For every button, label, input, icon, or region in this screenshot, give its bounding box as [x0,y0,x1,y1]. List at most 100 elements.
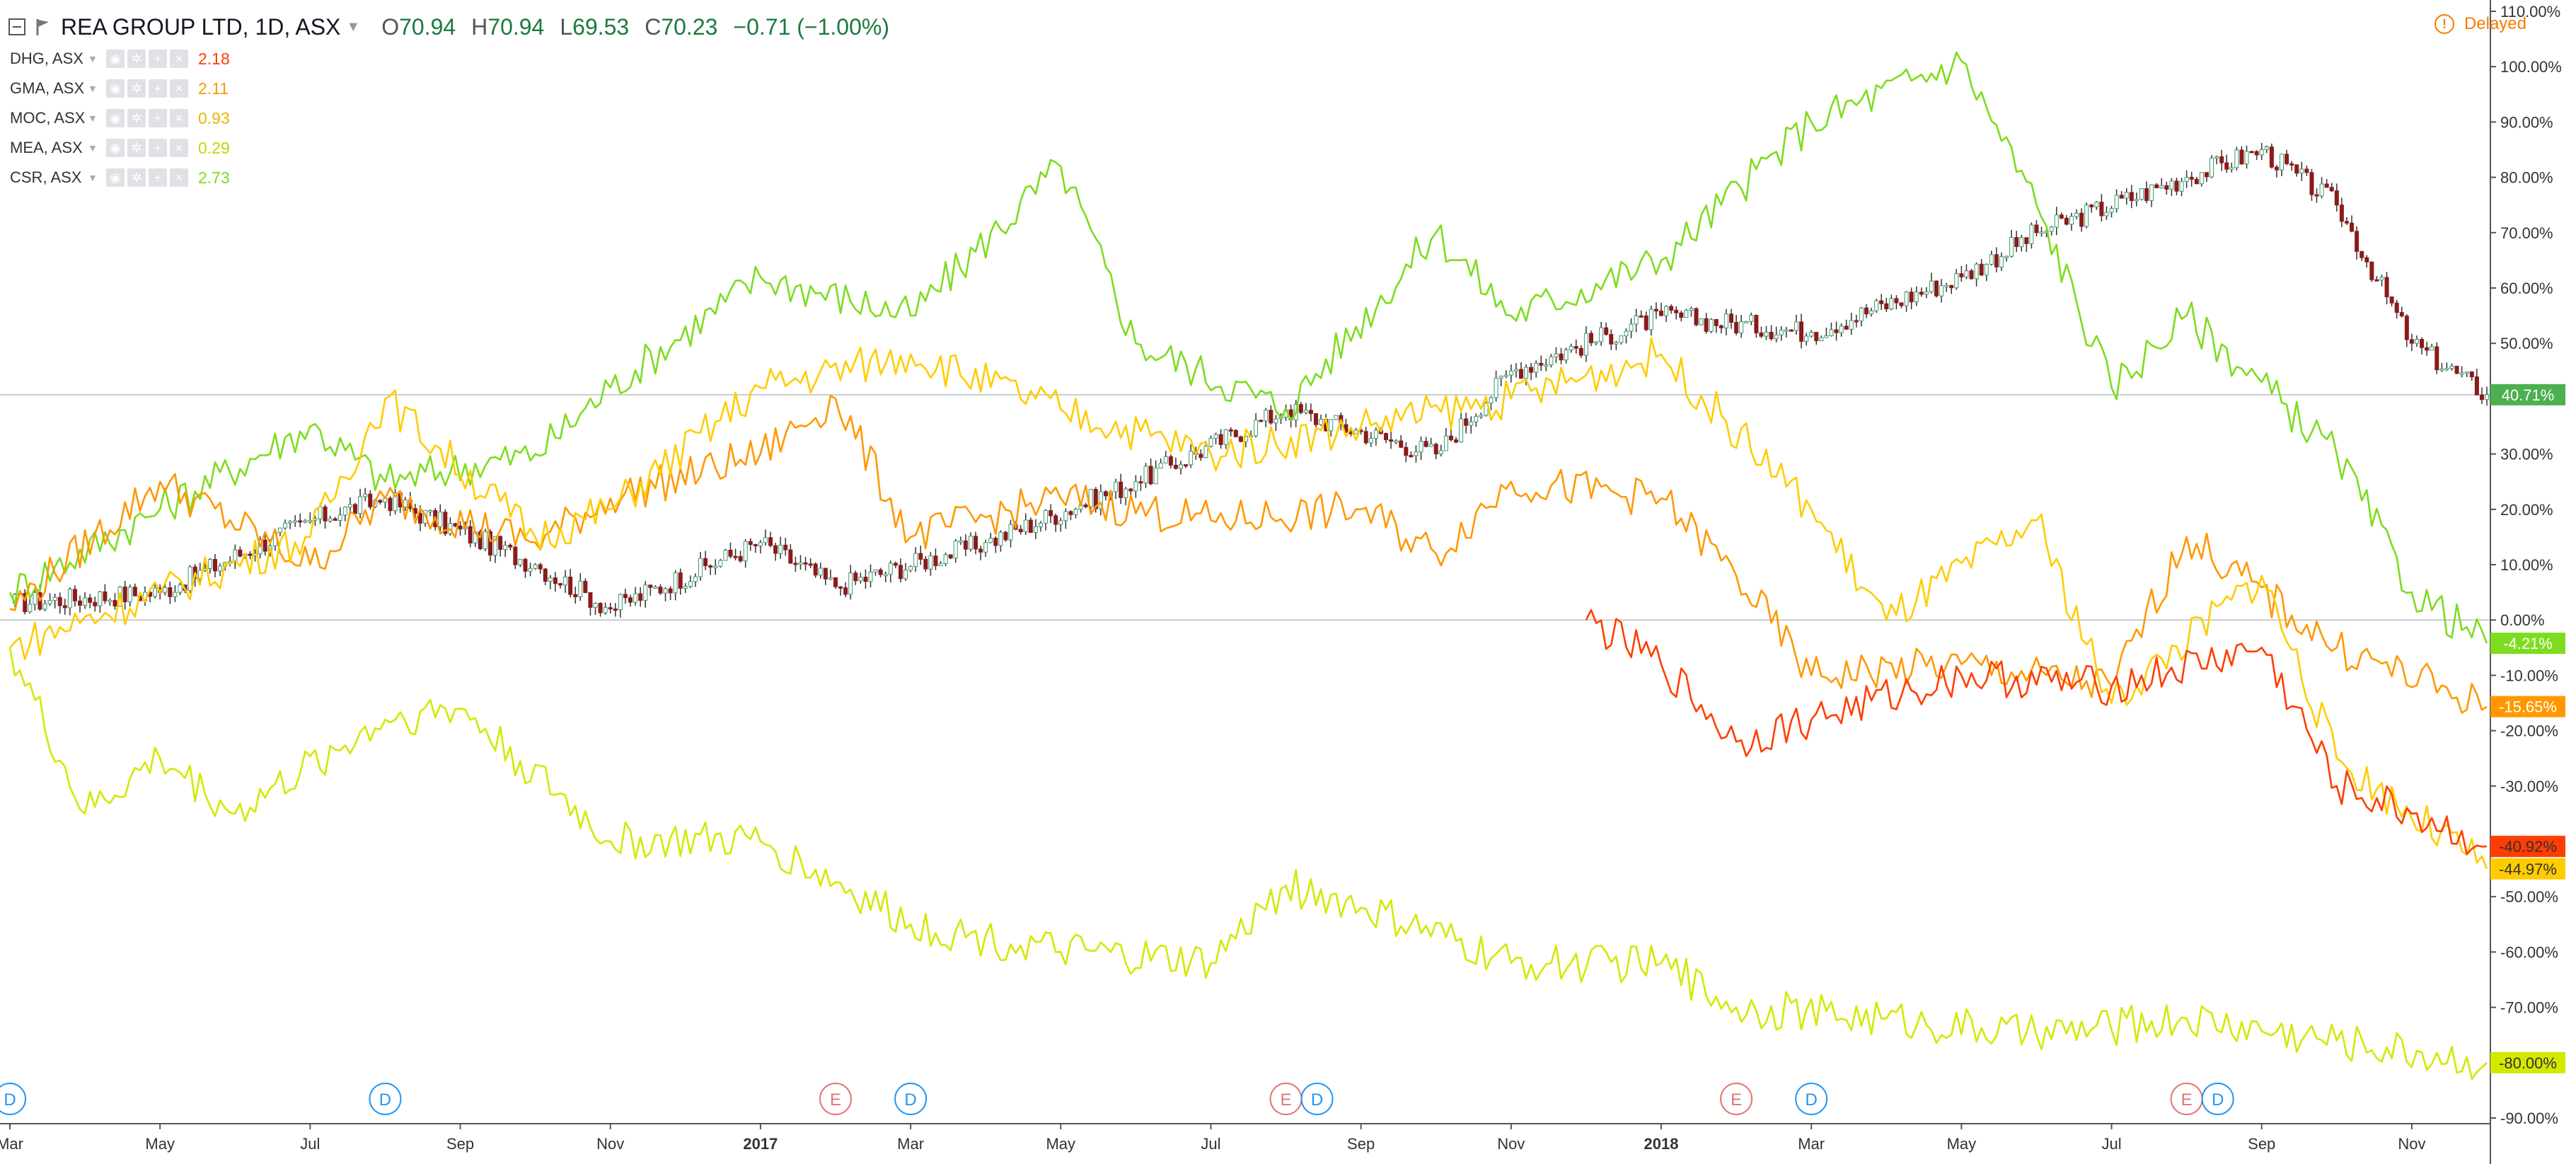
dividend-marker[interactable]: D [369,1083,402,1115]
candle [2464,371,2469,374]
candle [2189,177,2194,180]
close-icon[interactable]: × [170,168,188,187]
close-icon[interactable]: × [170,139,188,157]
plus-icon[interactable]: + [149,79,167,98]
candle [1319,419,1324,425]
plus-icon[interactable]: + [149,50,167,68]
low-value: L69.53 [560,13,630,40]
dividend-marker[interactable]: D [1300,1083,1334,1115]
event-circle[interactable] [369,1083,402,1115]
y-tick-label: 110.00% [2500,3,2560,21]
last-value-badge [2490,384,2565,405]
flag-icon[interactable] [35,18,51,36]
event-circle[interactable] [819,1083,852,1115]
comparison-symbol[interactable]: GMA, ASX [10,79,85,97]
dividend-marker[interactable]: D [1795,1083,1828,1115]
candle [277,527,282,533]
chevron-down-icon[interactable]: ▼ [346,18,361,35]
dividend-marker[interactable]: D [2201,1083,2234,1115]
candle [1363,431,1368,444]
chevron-down-icon[interactable]: ▼ [88,83,98,94]
comparison-symbol[interactable]: DHG, ASX [10,50,83,67]
close-icon[interactable]: × [170,50,188,68]
candle [1784,329,1789,332]
earnings-marker[interactable]: E [2170,1083,2203,1115]
chevron-down-icon[interactable]: ▼ [88,142,98,154]
eye-icon[interactable]: ◉ [106,79,125,98]
candle [658,587,663,594]
earnings-marker[interactable]: E [1269,1083,1303,1115]
comparison-symbol[interactable]: MOC, ASX [10,109,86,127]
gear-icon[interactable]: ✲ [127,79,146,98]
event-circle[interactable] [1795,1083,1828,1115]
candle [248,553,253,556]
candle [2244,151,2249,165]
earnings-marker[interactable]: E [819,1083,852,1115]
plus-icon[interactable]: + [149,168,167,187]
close-icon[interactable]: × [170,109,188,127]
symbol-title[interactable]: REA GROUP LTD, 1D, ASX [61,13,341,40]
candle [1469,421,1474,426]
candle [342,507,347,516]
dividend-marker[interactable]: D [894,1083,928,1115]
comparison-row-mea[interactable]: MEA, ASX ▼ ◉ ✲ + × 0.29 [10,135,230,161]
gear-icon[interactable]: ✲ [127,168,146,187]
candle [1849,320,1854,330]
chevron-down-icon[interactable]: ▼ [88,53,98,64]
dividend-marker[interactable]: D [0,1083,26,1115]
plus-icon[interactable]: + [149,109,167,127]
delayed-status[interactable]: ! Delayed [2434,14,2526,34]
candle [548,577,553,582]
event-circle[interactable] [894,1083,928,1115]
comparison-symbol[interactable]: MEA, ASX [10,139,83,156]
earnings-marker[interactable]: E [1720,1083,1753,1115]
candle [1634,315,1639,325]
gear-icon[interactable]: ✲ [127,109,146,127]
candle [908,566,913,571]
candle [168,587,173,597]
candle [623,594,628,599]
comparison-symbol[interactable]: CSR, ASX [10,168,82,186]
close-icon[interactable]: × [170,79,188,98]
eye-icon[interactable]: ◉ [106,168,125,187]
y-tick-label: -50.00% [2500,888,2558,906]
eye-icon[interactable]: ◉ [106,139,125,157]
candle [2109,208,2114,213]
eye-icon[interactable]: ◉ [106,109,125,127]
collapse-icon[interactable] [8,18,25,35]
candle [2409,339,2414,344]
candle [93,601,98,606]
comparison-row-dhg[interactable]: DHG, ASX ▼ ◉ ✲ + × 2.18 [10,46,230,71]
event-circle[interactable] [2201,1083,2234,1115]
candle [1334,415,1339,420]
candle [1128,488,1133,492]
chevron-down-icon[interactable]: ▼ [88,113,98,124]
event-circle[interactable] [1720,1083,1753,1115]
comparison-value: 2.18 [198,49,230,68]
candle [1518,369,1523,379]
plus-icon[interactable]: + [149,139,167,157]
candle [1389,439,1394,442]
candle [2064,217,2069,225]
event-circle[interactable] [1300,1083,1334,1115]
gear-icon[interactable]: ✲ [127,50,146,68]
candle [2485,394,2489,401]
candle [112,600,117,607]
comparison-value: 2.73 [198,168,230,187]
candle [1098,491,1103,509]
candle [1934,280,1939,296]
gear-icon[interactable]: ✲ [127,139,146,157]
comparison-row-moc[interactable]: MOC, ASX ▼ ◉ ✲ + × 0.93 [10,105,230,131]
change-value: −0.71 (−1.00%) [733,13,889,40]
chevron-down-icon[interactable]: ▼ [88,172,98,183]
comparison-row-gma[interactable]: GMA, ASX ▼ ◉ ✲ + × 2.11 [10,76,229,101]
candle [1889,298,1894,309]
comparison-row-csr[interactable]: CSR, ASX ▼ ◉ ✲ + × 2.73 [10,165,230,190]
candle [1433,444,1438,455]
event-circle[interactable] [0,1083,26,1115]
eye-icon[interactable]: ◉ [106,50,125,68]
last-value-label: -44.97% [2499,860,2557,878]
candle [1824,335,1829,338]
